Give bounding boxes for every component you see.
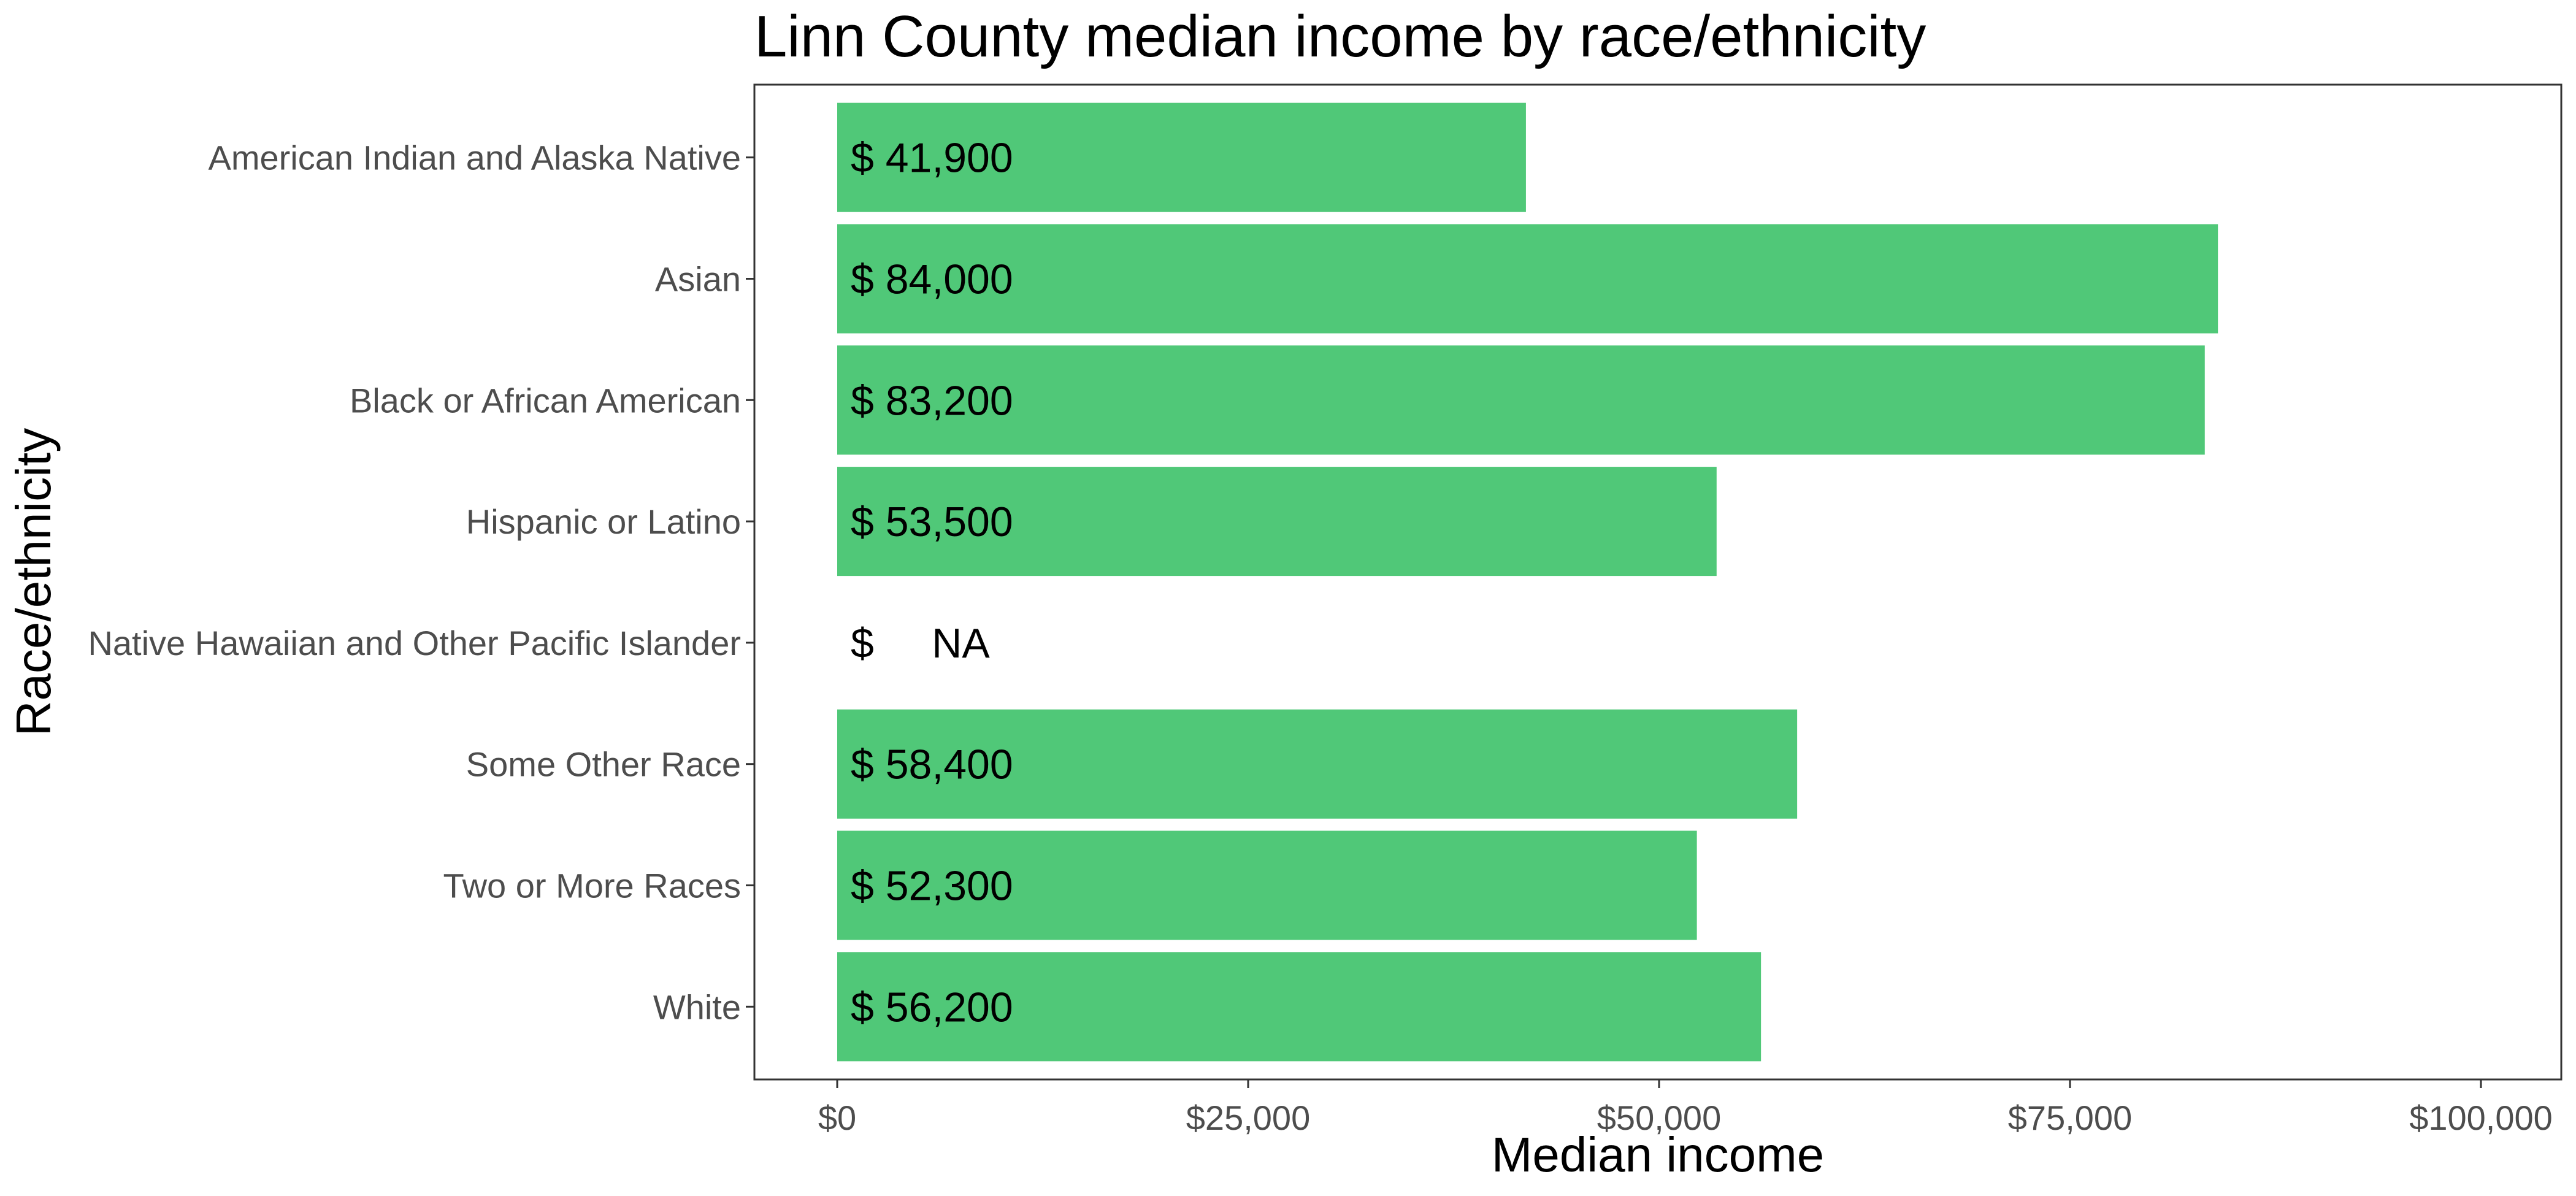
y-tick-label-white: White xyxy=(653,987,741,1026)
x-tick-label-1: $25,000 xyxy=(1186,1098,1310,1137)
data-label-two-or-more-races: $ 52,300 xyxy=(851,863,1013,910)
data-label-black-or-african-american: $ 83,200 xyxy=(851,377,1013,424)
data-label-hispanic-or-latino: $ 53,500 xyxy=(851,499,1013,545)
y-tick-label-some-other-race: Some Other Race xyxy=(466,745,741,784)
x-axis: $0 $25,000 $50,000 $75,000 $100,000 xyxy=(818,1079,2553,1137)
y-axis-title: Race/ethnicity xyxy=(6,428,61,736)
y-tick-label-asian: Asian xyxy=(655,259,741,298)
data-label-native-hawaiian-and-other-pacific-islander: $ NA xyxy=(851,620,990,667)
y-tick-label-two-or-more-races: Two or More Races xyxy=(443,867,742,905)
y-tick-label-hispanic-or-latino: Hispanic or Latino xyxy=(466,502,741,541)
data-label-some-other-race: $ 58,400 xyxy=(851,742,1013,788)
y-tick-label-black-or-african-american: Black or African American xyxy=(350,381,741,420)
chart-title: Linn County median income by race/ethnic… xyxy=(754,4,1926,69)
y-axis: American Indian and Alaska Native Asian Bl… xyxy=(88,139,754,1026)
bar-some-other-race xyxy=(837,709,1798,819)
y-tick-label-american-indian-and-alaska-native: American Indian and Alaska Native xyxy=(209,139,742,177)
data-label-american-indian-and-alaska-native: $ 41,900 xyxy=(851,135,1013,182)
x-tick-label-4: $100,000 xyxy=(2409,1098,2553,1137)
plot-panel-border xyxy=(753,83,2563,1081)
x-tick-label-3: $75,000 xyxy=(2008,1098,2132,1137)
x-tick-label-0: $0 xyxy=(818,1098,856,1137)
bar-black-or-african-american xyxy=(837,345,2205,455)
x-axis-title: Median income xyxy=(1492,1127,1825,1182)
bar-white xyxy=(837,952,1761,1062)
data-label-asian: $ 84,000 xyxy=(851,256,1013,302)
bar-american-indian-and-alaska-native xyxy=(837,102,1526,212)
data-label-white: $ 56,200 xyxy=(851,984,1013,1030)
bars-group xyxy=(837,102,2218,1062)
x-tick-label-2: $50,000 xyxy=(1597,1098,1721,1137)
bar-hispanic-or-latino xyxy=(837,467,1717,577)
y-tick-label-native-hawaiian-and-other-pacific-islander: Native Hawaiian and Other Pacific Island… xyxy=(88,624,741,662)
bar-two-or-more-races xyxy=(837,830,1697,940)
bar-asian xyxy=(837,224,2218,334)
data-labels-group: $ 41,900 $ 84,000 $ 83,200 $ 53,500 $ NA $ 58… xyxy=(851,135,1013,1031)
